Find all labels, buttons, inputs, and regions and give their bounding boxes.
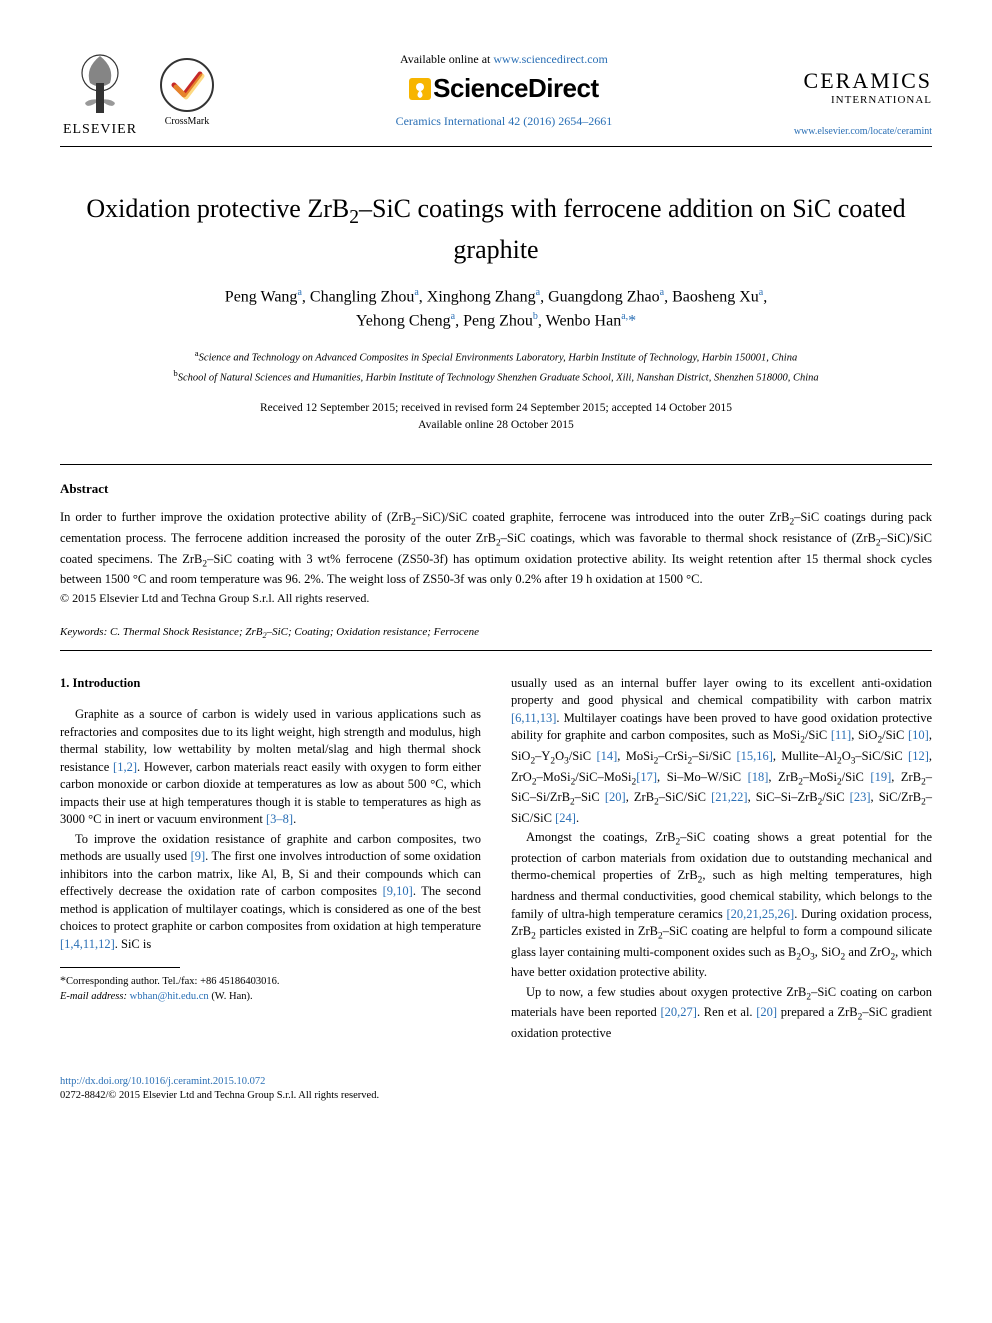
body-paragraph: Amongst the coatings, ZrB2–SiC coating s… xyxy=(511,829,932,982)
journal-reference[interactable]: Ceramics International 42 (2016) 2654–26… xyxy=(214,114,794,129)
abstract-text: In order to further improve the oxidatio… xyxy=(60,509,932,588)
elsevier-logo[interactable]: ELSEVIER xyxy=(60,48,140,138)
abstract-block: Abstract In order to further improve the… xyxy=(60,481,932,605)
keywords-line: Keywords: C. Thermal Shock Resistance; Z… xyxy=(60,626,932,640)
column-right: usually used as an internal buffer layer… xyxy=(511,675,932,1045)
issn-copyright: 0272-8842/© 2015 Elsevier Ltd and Techna… xyxy=(60,1090,379,1101)
article-title: Oxidation protective ZrB2–SiC coatings w… xyxy=(60,191,932,267)
available-prefix: Available online at xyxy=(400,52,493,66)
page-footer: http://dx.doi.org/10.1016/j.ceramint.201… xyxy=(60,1075,932,1104)
journal-subtitle: INTERNATIONAL xyxy=(794,94,932,106)
body-paragraph: Graphite as a source of carbon is widely… xyxy=(60,706,481,829)
footnote-email-link[interactable]: wbhan@hit.edu.cn xyxy=(130,991,209,1002)
footnote-email-label: E-mail address: xyxy=(60,991,127,1002)
elsevier-tree-icon xyxy=(65,48,135,118)
journal-title: CERAMICS xyxy=(794,68,932,94)
sciencedirect-url-link[interactable]: www.sciencedirect.com xyxy=(493,52,608,66)
sciencedirect-star-icon xyxy=(409,78,431,100)
crossmark-label: CrossMark xyxy=(165,116,209,127)
crossmark-badge[interactable]: CrossMark xyxy=(160,58,214,127)
body-paragraph: Up to now, a few studies about oxygen pr… xyxy=(511,984,932,1043)
footnote-corr: *Corresponding author. Tel./fax: +86 451… xyxy=(60,972,481,990)
divider-top xyxy=(60,464,932,465)
article-dates: Received 12 September 2015; received in … xyxy=(60,400,932,435)
affiliations: aScience and Technology on Advanced Comp… xyxy=(60,347,932,386)
section-heading: 1. Introduction xyxy=(60,675,481,693)
header-row: ELSEVIER CrossMark Available online at w… xyxy=(60,48,932,147)
sciencedirect-label: ScienceDirect xyxy=(433,73,598,103)
abstract-copyright: © 2015 Elsevier Ltd and Techna Group S.r… xyxy=(60,591,932,606)
crossmark-icon xyxy=(160,58,214,112)
footnote-email-suffix: (W. Han). xyxy=(209,991,253,1002)
body-paragraph: To improve the oxidation resistance of g… xyxy=(60,831,481,954)
column-left: 1. Introduction Graphite as a source of … xyxy=(60,675,481,1045)
body-paragraph: usually used as an internal buffer layer… xyxy=(511,675,932,828)
body-columns: 1. Introduction Graphite as a source of … xyxy=(60,675,932,1045)
divider-bottom xyxy=(60,650,932,651)
header-left: ELSEVIER CrossMark xyxy=(60,48,214,138)
abstract-heading: Abstract xyxy=(60,481,932,497)
journal-url-link[interactable]: www.elsevier.com/locate/ceramint xyxy=(794,126,932,137)
footnote-rule xyxy=(60,967,180,968)
title-block: Oxidation protective ZrB2–SiC coatings w… xyxy=(60,191,932,434)
sciencedirect-logo[interactable]: ScienceDirect xyxy=(214,73,794,104)
keywords-label: Keywords: xyxy=(60,626,107,638)
header-right: CERAMICS INTERNATIONAL www.elsevier.com/… xyxy=(794,48,932,137)
corresponding-author-footnote: *Corresponding author. Tel./fax: +86 451… xyxy=(60,972,481,1004)
elsevier-label: ELSEVIER xyxy=(63,122,137,138)
doi-link[interactable]: http://dx.doi.org/10.1016/j.ceramint.201… xyxy=(60,1076,265,1087)
authors-list: Peng Wanga, Changling Zhoua, Xinghong Zh… xyxy=(60,285,932,334)
header-center: Available online at www.sciencedirect.co… xyxy=(214,48,794,129)
available-online-text: Available online at www.sciencedirect.co… xyxy=(214,52,794,67)
footnote-email-line: E-mail address: wbhan@hit.edu.cn (W. Han… xyxy=(60,990,481,1005)
keywords-text: C. Thermal Shock Resistance; ZrB2–SiC; C… xyxy=(110,626,479,638)
